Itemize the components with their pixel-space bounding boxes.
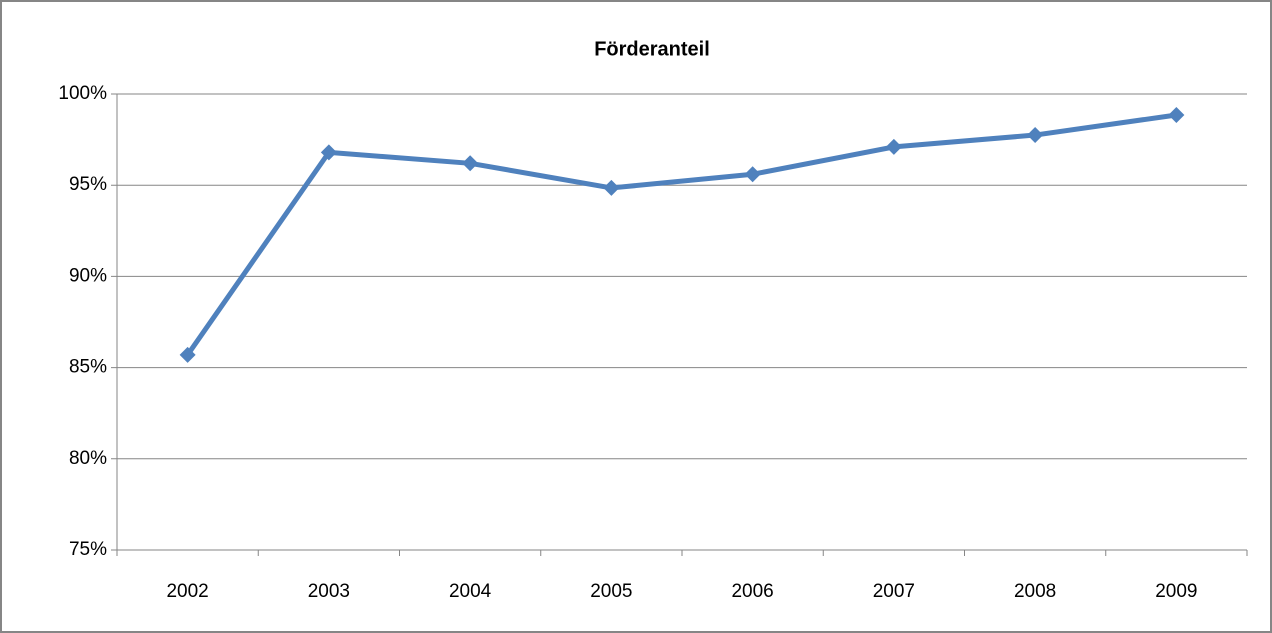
y-tick-label: 100% xyxy=(58,83,107,104)
x-tick-label: 2002 xyxy=(166,581,208,602)
marker xyxy=(1168,106,1185,123)
y-tick-label: 80% xyxy=(69,448,107,469)
y-tick-label: 75% xyxy=(69,539,107,560)
x-tick-label: 2007 xyxy=(873,581,915,602)
marker xyxy=(1027,127,1044,144)
y-tick-label: 85% xyxy=(69,357,107,378)
marker xyxy=(462,155,479,172)
x-tick-label: 2003 xyxy=(308,581,350,602)
marker xyxy=(320,144,337,161)
marker xyxy=(603,179,620,196)
x-tick-label: 2004 xyxy=(449,581,492,602)
marker xyxy=(885,138,902,155)
marker xyxy=(179,346,196,363)
x-tick-label: 2008 xyxy=(1014,581,1056,602)
line xyxy=(185,112,1177,357)
y-tick-label: 95% xyxy=(69,174,107,195)
y-tick-label: 90% xyxy=(69,265,107,286)
x-tick-label: 2005 xyxy=(590,581,632,602)
marker xyxy=(744,166,761,183)
x-tick-label: 2006 xyxy=(731,581,773,602)
x-tick-label: 2009 xyxy=(1155,581,1197,602)
chart-title: Förderanteil xyxy=(594,38,710,60)
